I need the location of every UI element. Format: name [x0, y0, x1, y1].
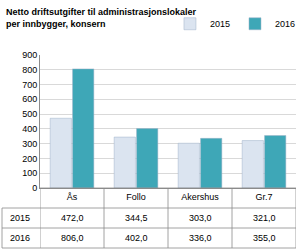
svg-text:500: 500 — [22, 109, 37, 119]
svg-text:700: 700 — [22, 80, 37, 90]
svg-text:200: 200 — [22, 154, 37, 164]
svg-text:336,0: 336,0 — [189, 233, 212, 243]
svg-text:100: 100 — [22, 168, 37, 178]
svg-text:Follo: Follo — [126, 192, 146, 202]
svg-text:800: 800 — [22, 65, 37, 75]
svg-text:300: 300 — [22, 139, 37, 149]
svg-text:806,0: 806,0 — [61, 233, 84, 243]
svg-text:2015: 2015 — [210, 19, 230, 29]
svg-text:2016: 2016 — [275, 19, 295, 29]
svg-text:400: 400 — [22, 124, 37, 134]
svg-text:2016: 2016 — [10, 233, 30, 243]
svg-text:Ås: Ås — [67, 192, 78, 202]
svg-text:Gr.7: Gr.7 — [255, 192, 272, 202]
svg-text:Akershus: Akershus — [181, 192, 219, 202]
svg-text:344,5: 344,5 — [125, 213, 148, 223]
svg-text:900: 900 — [22, 50, 37, 60]
svg-text:0: 0 — [32, 183, 37, 193]
svg-text:321,0: 321,0 — [253, 213, 276, 223]
svg-text:472,0: 472,0 — [61, 213, 84, 223]
svg-text:303,0: 303,0 — [189, 213, 212, 223]
svg-text:355,0: 355,0 — [253, 233, 276, 243]
svg-text:2015: 2015 — [10, 213, 30, 223]
svg-text:402,0: 402,0 — [125, 233, 148, 243]
svg-text:Netto driftsutgifter til admin: Netto driftsutgifter til administrasjons… — [6, 7, 197, 29]
svg-text:600: 600 — [22, 94, 37, 104]
